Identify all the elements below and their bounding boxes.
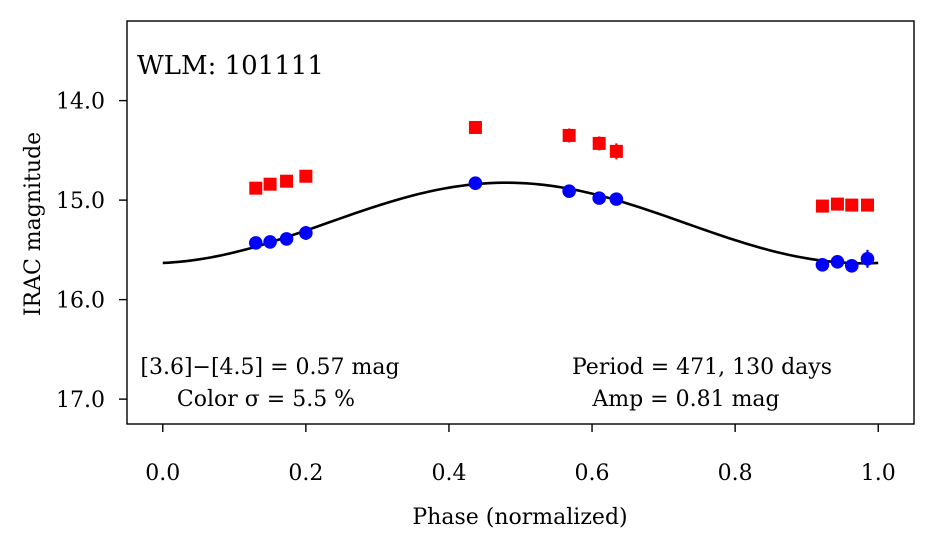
data-point-circle [279,232,294,246]
data-point-circle [248,236,263,250]
data-point-circle [263,235,277,249]
data-points-group [248,120,875,273]
data-point-square [860,198,874,212]
data-point-circle [609,192,624,206]
data-point-square [263,177,277,191]
x-tick-label: 0.0 [145,461,180,486]
data-point-square [562,128,576,142]
data-point-square [280,174,294,188]
color-sigma-annotation: Color σ = 5.5 % [177,387,355,412]
data-point-square [609,144,623,158]
series-blue-circles [248,176,875,273]
x-tick-label: 0.4 [431,461,466,486]
data-point-square [830,197,844,211]
data-point-square [845,198,859,212]
data-point-circle [468,176,483,190]
period-annotation: Period = 471, 130 days [572,355,832,380]
y-tick-label: 17.0 [56,388,105,413]
x-axis-ticks: 0.0 0.2 0.4 0.6 0.8 1.0 [145,424,896,486]
y-axis-label: IRAC magnitude [21,132,46,316]
data-point-circle [860,252,875,266]
data-point-square [592,136,606,150]
data-point-circle [844,258,859,273]
y-tick-label: 14.0 [56,90,105,115]
x-tick-label: 1.0 [861,461,896,486]
data-point-square [249,181,263,195]
data-point-circle [815,257,830,272]
y-axis-ticks: 14.0 15.0 16.0 17.0 [56,90,127,413]
y-tick-label: 15.0 [56,189,105,214]
data-point-circle [299,226,313,240]
x-tick-label: 0.8 [718,461,753,486]
color-difference-annotation: [3.6]−[4.5] = 0.57 mag [140,355,399,380]
data-point-circle [592,191,606,205]
data-point-square [468,120,482,134]
x-tick-label: 0.6 [575,461,610,486]
amplitude-annotation: Amp = 0.81 mag [591,387,779,412]
data-point-circle [830,255,845,269]
x-tick-label: 0.2 [288,461,323,486]
series-red-squares [249,120,874,213]
x-axis-label: Phase (normalized) [412,505,627,530]
chart-title: WLM: 101111 [137,51,324,81]
plot-frame [126,20,915,425]
y-tick-label: 16.0 [56,289,105,314]
data-point-square [815,199,829,213]
data-point-circle [562,184,576,198]
data-point-square [299,169,313,183]
